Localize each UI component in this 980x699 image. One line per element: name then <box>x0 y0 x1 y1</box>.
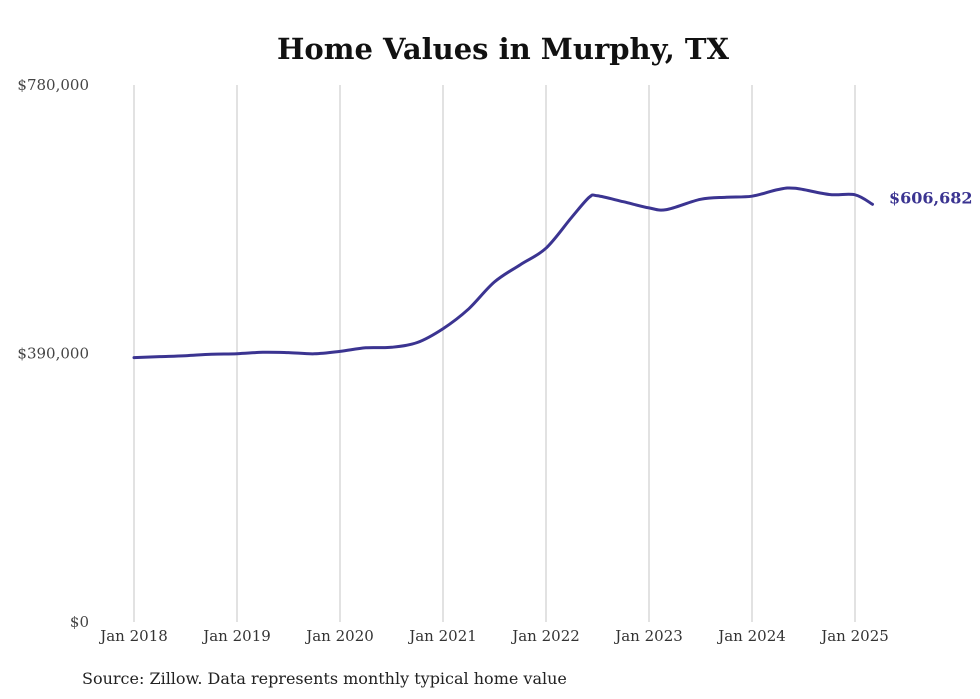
x-tick-label: Jan 2023 <box>613 627 683 645</box>
x-tick-label: Jan 2018 <box>98 627 168 645</box>
y-tick-label: $0 <box>70 613 89 631</box>
y-axis-tick-labels: $0 $390,000 $780,000 <box>17 76 89 631</box>
series-end-value-label: $606,682 <box>889 188 973 207</box>
x-axis-tick-labels: Jan 2018 Jan 2019 Jan 2020 Jan 2021 Jan 2022… <box>98 627 889 645</box>
y-tick-label: $780,000 <box>17 76 89 94</box>
x-tick-label: Jan 2024 <box>716 627 786 645</box>
x-tick-label: Jan 2025 <box>819 627 889 645</box>
x-tick-label: Jan 2021 <box>407 627 477 645</box>
chart-title: Home Values in Murphy, TX <box>277 32 729 66</box>
y-tick-label: $390,000 <box>17 345 89 363</box>
x-tick-label: Jan 2019 <box>201 627 271 645</box>
x-tick-label: Jan 2022 <box>510 627 580 645</box>
source-note: Source: Zillow. Data represents monthly … <box>82 669 567 688</box>
series-layer: $606,682 <box>132 186 973 360</box>
grid-lines <box>133 85 856 622</box>
series-line <box>132 186 874 360</box>
x-tick-label: Jan 2020 <box>304 627 374 645</box>
